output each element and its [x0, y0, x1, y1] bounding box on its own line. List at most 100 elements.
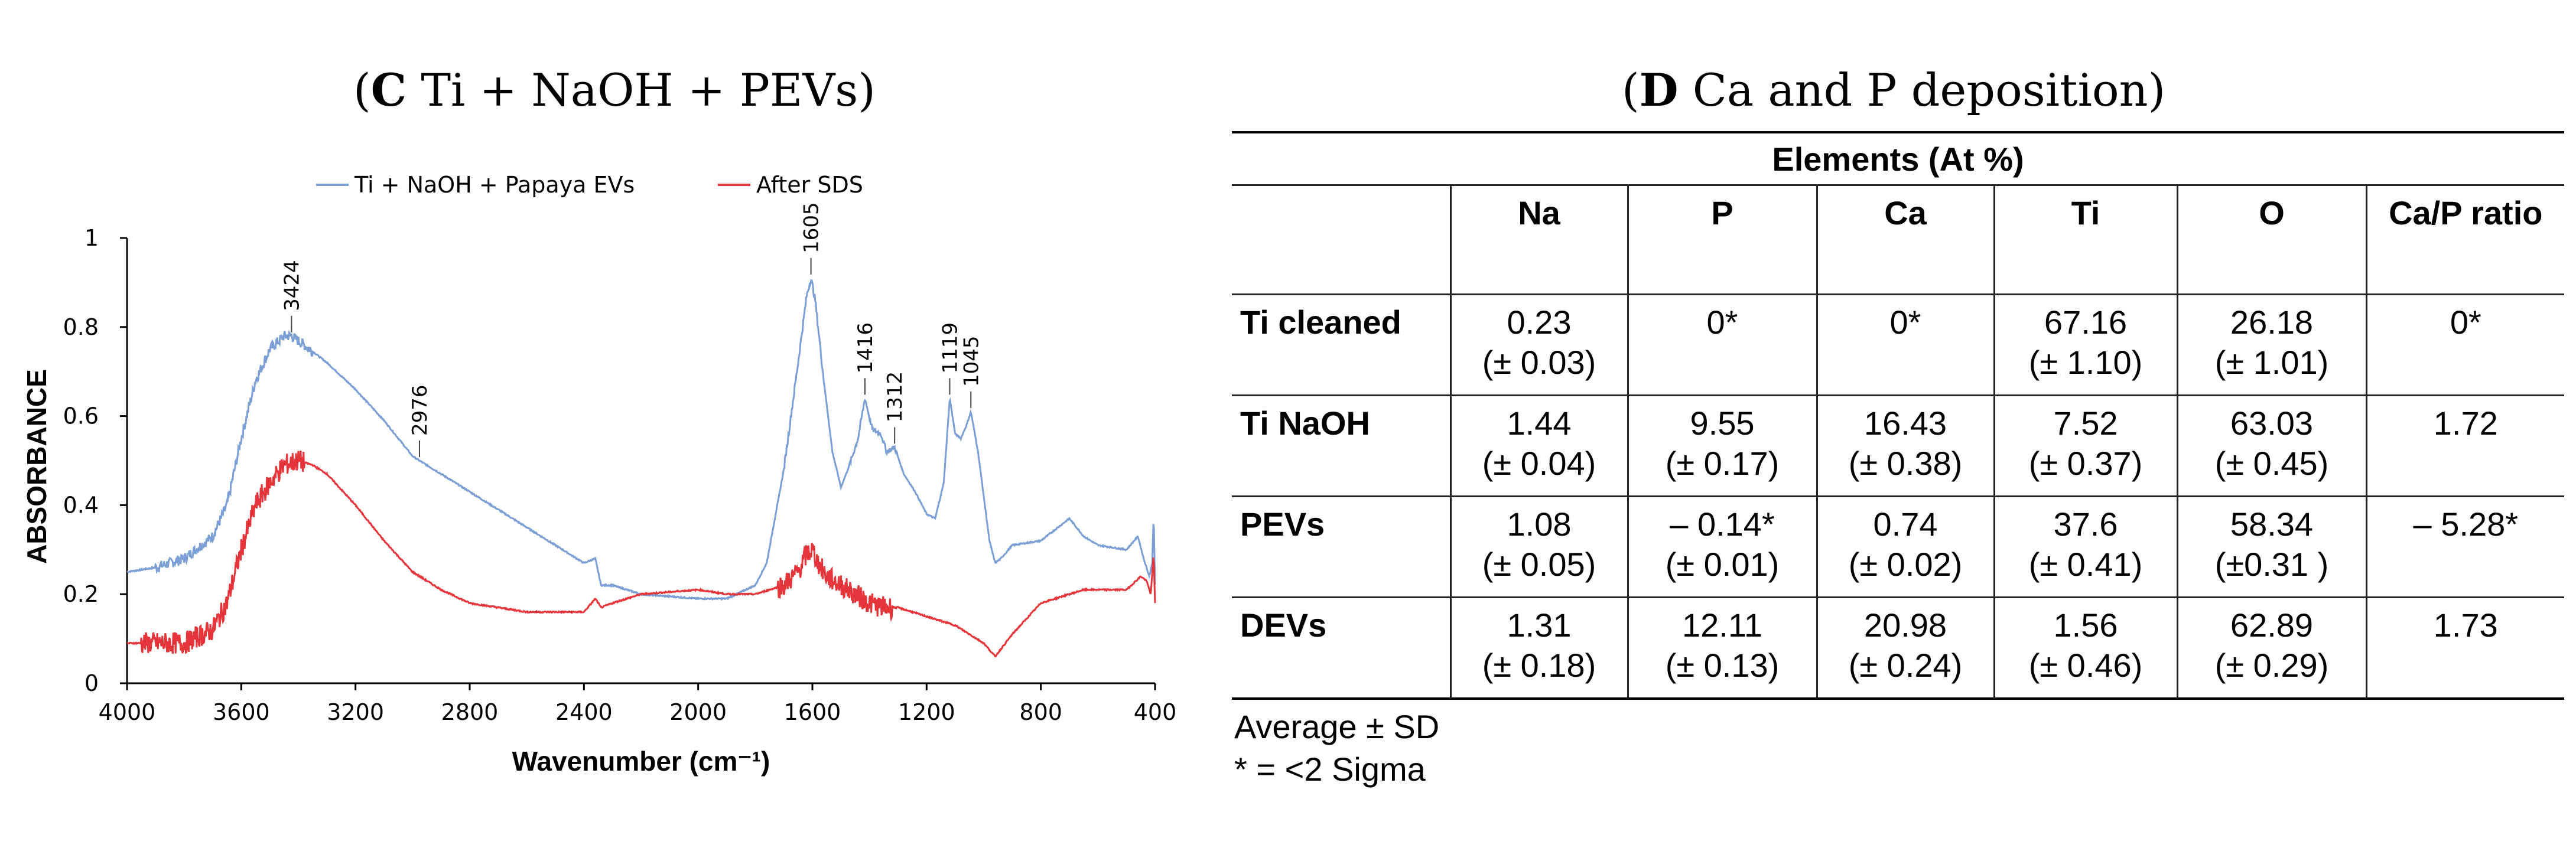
- cell-value: 37.6: [2053, 505, 2118, 543]
- table-cell: 7.52 (± 0.37): [1993, 394, 2178, 497]
- cell-value: – 5.28*: [2413, 505, 2519, 543]
- table-cell: – 5.28*: [2365, 495, 2565, 598]
- table-cell: 62.89 (± 0.29): [2176, 596, 2367, 700]
- ftir-chart: Ti + NaOH + Papaya EVs After SDS 4000 360…: [21, 172, 1177, 777]
- y-tick-label: 0.6: [63, 403, 99, 429]
- chart-axes: 4000 3600 3200 2800 2400 2000 1600 1200 800 40000…: [63, 225, 1177, 725]
- table-cell: 1.73: [2365, 596, 2565, 700]
- annotation-label: 1119: [938, 322, 962, 374]
- table-cell: 26.18 (± 1.01): [2176, 293, 2367, 396]
- cell-sd: (± 1.01): [2214, 344, 2329, 381]
- table-cell: 37.6 (± 0.41): [1993, 495, 2178, 598]
- panel-c-letter: C: [370, 64, 407, 116]
- cell-sd: (± 0.05): [1482, 546, 1596, 583]
- table-cell: – 0.14* (± 0.01): [1627, 495, 1818, 598]
- cell-value: 20.98: [1863, 606, 1947, 644]
- table-cell: 0*: [1816, 293, 1995, 396]
- annotation-label: 1605: [800, 202, 824, 253]
- table-cell: 1.44 (± 0.04): [1449, 394, 1629, 497]
- cell-value: 7.52: [2053, 405, 2118, 442]
- cell-value: 26.18: [2230, 304, 2314, 341]
- cell-sd: (± 0.18): [1482, 647, 1596, 684]
- cell-sd: (± 0.13): [1665, 647, 1780, 684]
- chart-legend: Ti + NaOH + Papaya EVs After SDS: [316, 172, 863, 198]
- table-row: PEVs 1.08 (± 0.05) – 0.14* (± 0.01) 0.74 (± 0.…: [1232, 495, 2565, 598]
- cell-value: 58.34: [2230, 505, 2314, 543]
- table-cell: 0.23 (± 0.03): [1449, 293, 1629, 396]
- cell-value: 12.11: [1682, 606, 1762, 644]
- table-row: DEVs 1.31 (± 0.18) 12.11 (± 0.13) 20.98 (± 0.2…: [1232, 596, 2565, 700]
- cell-sd: (± 0.37): [2028, 445, 2143, 482]
- row-label: PEVs: [1232, 495, 1452, 598]
- cell-value: 1.56: [2053, 606, 2118, 644]
- table-cell: 0*: [2365, 293, 2565, 396]
- cell-value: 67.16: [2044, 304, 2128, 341]
- panel-d-letter: D: [1639, 64, 1679, 116]
- cell-value: 16.43: [1863, 405, 1947, 442]
- cell-value: 0*: [1889, 304, 1921, 341]
- table-cell: 12.11 (± 0.13): [1627, 596, 1818, 700]
- annotation-label: 2976: [408, 384, 432, 436]
- column-header-ca: Ca: [1816, 184, 1995, 295]
- deposition-table: Elements (At %) Na P Ca Ti O Ca/P ratio Ti cl…: [1232, 131, 2565, 700]
- column-header-ti: Ti: [1993, 184, 2178, 295]
- cell-sd: (± 0.29): [2214, 647, 2329, 684]
- table-header-row: Na P Ca Ti O Ca/P ratio: [1232, 184, 2565, 295]
- x-tick-label: 2400: [555, 699, 613, 725]
- table-cell: 20.98 (± 0.24): [1816, 596, 1995, 700]
- y-tick-label: 0.2: [63, 581, 99, 607]
- column-header-p: P: [1627, 184, 1818, 295]
- cell-value: 1.72: [2433, 405, 2498, 442]
- series-line-after-sds: [127, 450, 1156, 658]
- cell-value: 1.31: [1507, 606, 1572, 644]
- table-cell: 9.55 (± 0.17): [1627, 394, 1818, 497]
- table-row: Ti NaOH 1.44 (± 0.04) 9.55 (± 0.17) 16.43 (± 0…: [1232, 394, 2565, 497]
- cell-value: – 0.14*: [1670, 505, 1775, 543]
- table-body: Ti cleaned 0.23 (± 0.03) 0* 0* 67.16 (± 1.10) 2…: [1232, 293, 2565, 700]
- column-header-ca-p-ratio: Ca/P ratio: [2365, 184, 2565, 295]
- row-label: Ti cleaned: [1232, 293, 1452, 396]
- cell-sd: (± 0.46): [2028, 647, 2143, 684]
- table-cell: 1.72: [2365, 394, 2565, 497]
- table-cell: 0*: [1627, 293, 1818, 396]
- annotation-label: 1045: [960, 336, 983, 387]
- table-cell: 63.03 (± 0.45): [2176, 394, 2367, 497]
- y-tick-label: 0: [84, 670, 99, 696]
- cell-sd: (± 0.41): [2028, 546, 2143, 583]
- cell-value: 62.89: [2230, 606, 2314, 644]
- panel-d-title: (D Ca and P deposition): [1622, 64, 2166, 116]
- panel-c-title: (C Ti + NaOH + PEVs): [353, 64, 876, 116]
- row-label: DEVs: [1232, 596, 1452, 700]
- table-group-header: Elements (At %): [1232, 131, 2565, 186]
- footnote-sigma: * = <2 Sigma: [1234, 751, 1426, 788]
- legend-label-blue: Ti + NaOH + Papaya EVs: [354, 172, 635, 198]
- x-tick-label: 800: [1019, 699, 1062, 725]
- panel-d-title-text: Ca and P deposition: [1678, 64, 2148, 116]
- x-axis-label: Wavenumber (cm⁻¹): [512, 746, 770, 777]
- table-cell: 16.43 (± 0.38): [1816, 394, 1995, 497]
- cell-sd: (± 0.45): [2214, 445, 2329, 482]
- cell-sd: (± 0.24): [1848, 647, 1963, 684]
- x-tick-label: 2000: [669, 699, 727, 725]
- cell-value: 63.03: [2230, 405, 2314, 442]
- table-row: Ti cleaned 0.23 (± 0.03) 0* 0* 67.16 (± 1.10) 2…: [1232, 293, 2565, 396]
- series-line-papaya-evs: [126, 278, 1156, 601]
- x-tick-label: 3200: [327, 699, 384, 725]
- cell-value: 0*: [2450, 304, 2481, 341]
- cell-sd: (± 0.38): [1848, 445, 1963, 482]
- annotation-label: 3424: [280, 260, 304, 311]
- x-tick-label: 400: [1134, 699, 1177, 725]
- cell-sd: (± 0.01): [1665, 546, 1780, 583]
- cell-value: 1.08: [1507, 505, 1572, 543]
- x-tick-label: 3600: [213, 699, 270, 725]
- cell-value: 0*: [1706, 304, 1738, 341]
- x-tick-label: 1200: [898, 699, 955, 725]
- y-axis-label: ABSORBANCE: [21, 369, 52, 564]
- chart-series: [126, 278, 1156, 658]
- cell-sd: (± 0.03): [1482, 344, 1596, 381]
- y-tick-label: 0.4: [63, 492, 99, 518]
- x-tick-label: 4000: [99, 699, 156, 725]
- cell-value: 9.55: [1690, 405, 1755, 442]
- table-cell: 0.74 (± 0.02): [1816, 495, 1995, 598]
